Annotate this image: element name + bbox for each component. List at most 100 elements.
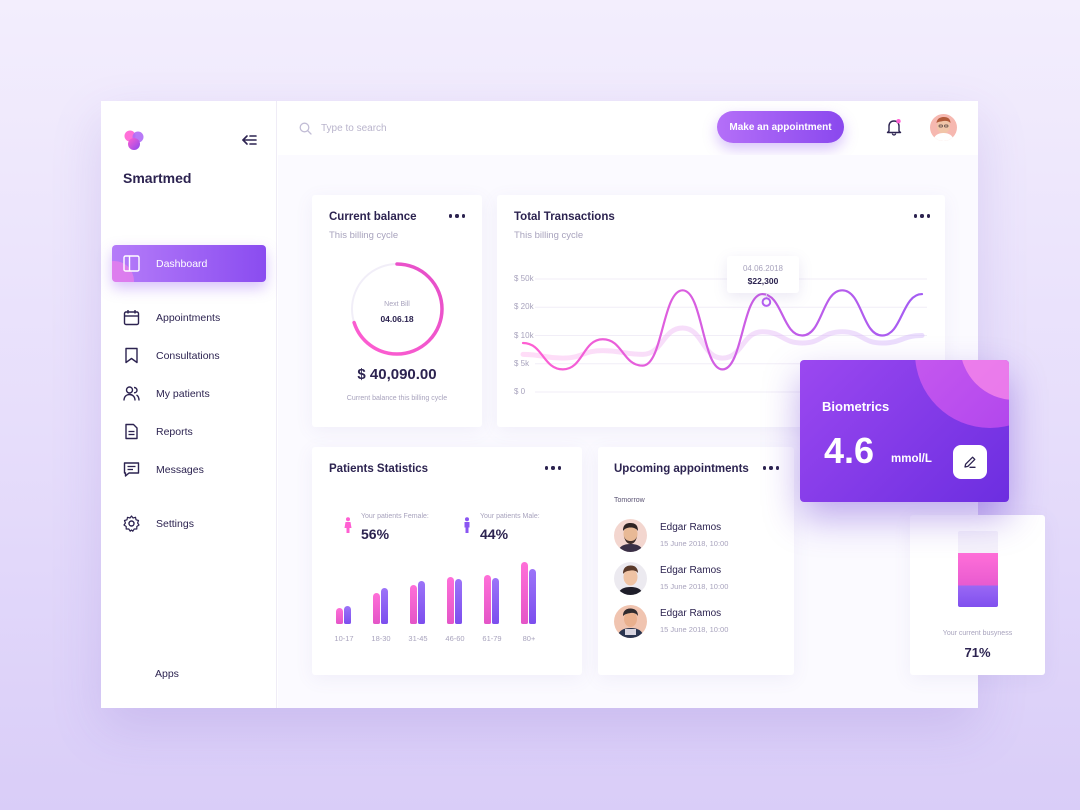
next-bill-ring xyxy=(350,262,444,356)
x-tick-label: 61-79 xyxy=(482,634,502,643)
x-tick-label: 31-45 xyxy=(408,634,428,643)
appointment-item[interactable]: Edgar Ramos 15 June 2018, 10:00 xyxy=(614,519,784,553)
sidebar-item-settings[interactable]: Settings xyxy=(112,505,266,542)
appointment-time: 15 June 2018, 10:00 xyxy=(660,539,729,548)
biometrics-unit: mmol/L xyxy=(891,453,932,465)
busyness-card: Your current busyness 71% xyxy=(910,515,1045,675)
female-value: 56% xyxy=(361,526,390,542)
series-line-1 xyxy=(521,289,924,371)
busyness-label: Your current busyness xyxy=(942,630,1013,637)
bar-31-45-male xyxy=(418,581,425,624)
card-title: Current balance xyxy=(329,211,417,223)
bar-61-79-female xyxy=(484,575,491,624)
pencil-icon xyxy=(964,456,976,468)
biometrics-title: Biometrics xyxy=(822,399,890,414)
bar-18-30-female xyxy=(373,593,380,624)
appointment-time: 15 June 2018, 10:00 xyxy=(660,625,729,634)
edit-biometrics-button[interactable] xyxy=(953,445,987,479)
brand-name: Smartmed xyxy=(123,170,192,186)
busyness-value: 71% xyxy=(964,645,991,660)
patient-name: Edgar Ramos xyxy=(660,608,722,619)
series-line-2 xyxy=(520,325,925,361)
patient-avatar xyxy=(614,605,647,638)
notification-bell-icon[interactable] xyxy=(885,118,903,136)
female-icon xyxy=(344,517,352,533)
sidebar-item-consultations[interactable]: Consultations xyxy=(112,337,266,374)
y-tick-label: $ 0 xyxy=(514,387,526,396)
y-tick-label: $ 10k xyxy=(514,330,534,340)
avatar-face-icon xyxy=(930,114,957,141)
y-tick-label: $ 5k xyxy=(514,358,530,368)
more-options-icon[interactable] xyxy=(449,213,465,219)
collapse-icon[interactable] xyxy=(241,133,257,147)
y-tick-label: $ 50k xyxy=(514,274,534,283)
sidebar-item-label: Messages xyxy=(156,463,204,476)
bar-31-45-female xyxy=(410,585,417,624)
bar-80+-female xyxy=(521,562,528,624)
upcoming-appointments-card: Upcoming appointments Tomorrow Edgar Ram… xyxy=(598,447,794,675)
highlight-point[interactable] xyxy=(761,297,772,307)
card-title: Patients Statistics xyxy=(329,463,429,475)
card-subtitle: This billing cycle xyxy=(329,230,399,241)
current-balance-card: Current balance This billing cycle Next … xyxy=(312,195,482,427)
female-label: Your patients Female: xyxy=(361,513,429,520)
balance-amount: $ 40,090.00 xyxy=(357,366,437,383)
avatar-face-icon xyxy=(614,562,647,595)
busyness-gauge xyxy=(958,531,998,607)
dashboard-icon xyxy=(123,255,140,272)
x-tick-label: 80+ xyxy=(522,634,536,643)
more-options-icon[interactable] xyxy=(914,213,930,219)
app-window: Smartmed Dashboard Appointments Consulta… xyxy=(101,101,1045,708)
tooltip-value: $22,300 xyxy=(747,276,779,286)
avatar-face-icon xyxy=(614,605,647,638)
appointment-item[interactable]: Edgar Ramos 15 June 2018, 10:00 xyxy=(614,605,784,639)
y-tick-label: $ 20k xyxy=(514,302,534,312)
patient-avatar xyxy=(614,519,647,552)
user-avatar[interactable] xyxy=(930,114,957,141)
sidebar-item-label: Reports xyxy=(156,425,193,438)
search-input[interactable] xyxy=(321,118,581,138)
patient-name: Edgar Ramos xyxy=(660,522,722,533)
gear-icon xyxy=(123,515,140,532)
bar-61-79-male xyxy=(492,578,499,624)
x-tick-label: 18-30 xyxy=(371,634,391,643)
bookmark-icon xyxy=(125,347,138,364)
document-icon xyxy=(125,423,138,440)
bar-46-60-male xyxy=(455,579,462,624)
message-icon xyxy=(123,462,140,477)
bar-80+-male xyxy=(529,569,536,624)
chart-tooltip: 04.06.2018 $22,300 xyxy=(727,256,799,293)
biometrics-card: Biometrics 4.6 mmol/L xyxy=(800,360,1009,502)
avatar-face-icon xyxy=(614,519,647,552)
users-icon xyxy=(123,386,140,401)
card-title: Total Transactions xyxy=(514,211,615,223)
balance-caption: Current balance this billing cycle xyxy=(346,395,448,402)
appointment-item[interactable]: Edgar Ramos 15 June 2018, 10:00 xyxy=(614,562,784,596)
sidebar-item-reports[interactable]: Reports xyxy=(112,413,266,450)
card-subtitle: This billing cycle xyxy=(514,230,584,241)
male-label: Your patients Male: xyxy=(480,513,540,520)
appointment-group-label: Tomorrow xyxy=(614,497,645,504)
top-bar: Make an appointment xyxy=(277,101,978,155)
male-icon xyxy=(464,517,470,533)
sidebar-item-appointments[interactable]: Appointments xyxy=(112,299,266,336)
make-appointment-button[interactable]: Make an appointment xyxy=(717,111,844,143)
calendar-icon xyxy=(123,310,140,326)
more-options-icon[interactable] xyxy=(763,465,779,471)
logo-icon xyxy=(124,130,144,150)
sidebar-item-label: Settings xyxy=(156,517,194,530)
patient-avatar xyxy=(614,562,647,595)
sidebar-item-label: Consultations xyxy=(156,349,220,362)
sidebar-item-label: Dashboard xyxy=(156,257,208,270)
sidebar-item-my-patients[interactable]: My patients xyxy=(112,375,266,412)
bar-18-30-male xyxy=(381,588,388,624)
sidebar-item-dashboard[interactable]: Dashboard xyxy=(112,245,266,282)
bar-46-60-female xyxy=(447,577,454,624)
appointment-time: 15 June 2018, 10:00 xyxy=(660,582,729,591)
search-icon xyxy=(299,122,312,135)
apps-link[interactable]: Apps xyxy=(155,668,179,680)
sidebar-item-messages[interactable]: Messages xyxy=(112,451,266,488)
more-options-icon[interactable] xyxy=(545,465,561,471)
patient-name: Edgar Ramos xyxy=(660,565,722,576)
x-tick-label: 46-60 xyxy=(445,634,465,643)
